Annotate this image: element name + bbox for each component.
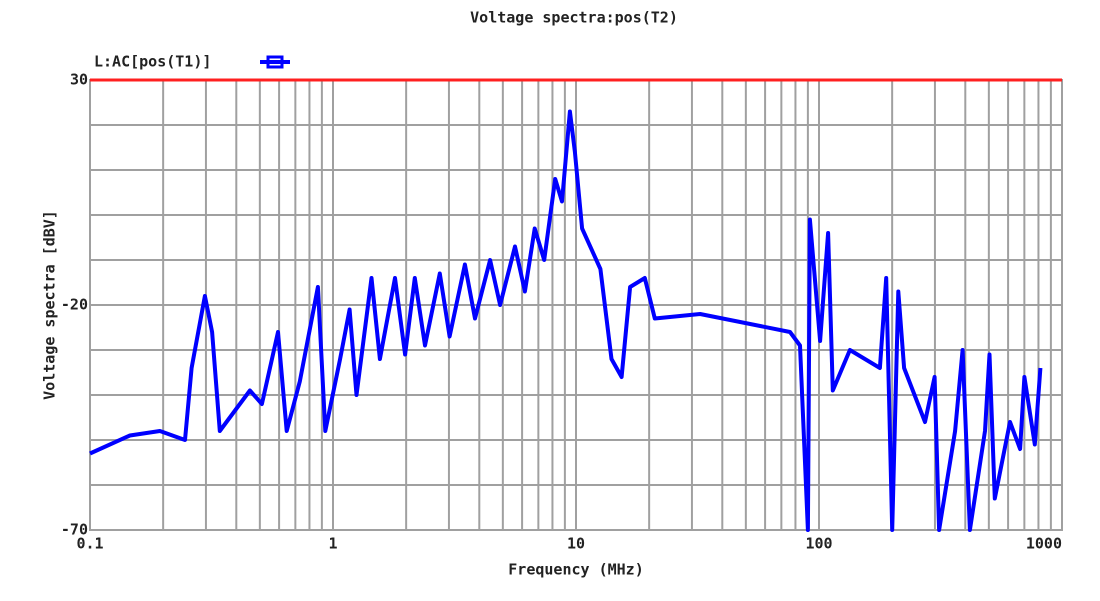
y-tick-label: -70 bbox=[61, 521, 88, 539]
x-tick-label: 0.1 bbox=[76, 535, 103, 553]
y-tick-label: -20 bbox=[61, 296, 88, 314]
x-axis-label: Frequency (MHz) bbox=[508, 561, 643, 579]
x-tick-label: 100 bbox=[805, 535, 832, 553]
x-tick-label: 10 bbox=[567, 535, 585, 553]
chart-title: Voltage spectra:pos(T2) bbox=[470, 9, 678, 27]
x-tick-label: 1000 bbox=[1026, 535, 1062, 553]
y-tick-label: 30 bbox=[70, 71, 88, 89]
y-axis-label: Voltage spectra [dBV] bbox=[41, 210, 59, 400]
legend-key bbox=[260, 55, 290, 69]
legend-marker bbox=[266, 55, 284, 69]
legend-label: L:AC[pos(T1)] bbox=[94, 53, 211, 71]
x-tick-label: 1 bbox=[328, 535, 337, 553]
data-line bbox=[89, 109, 1043, 532]
